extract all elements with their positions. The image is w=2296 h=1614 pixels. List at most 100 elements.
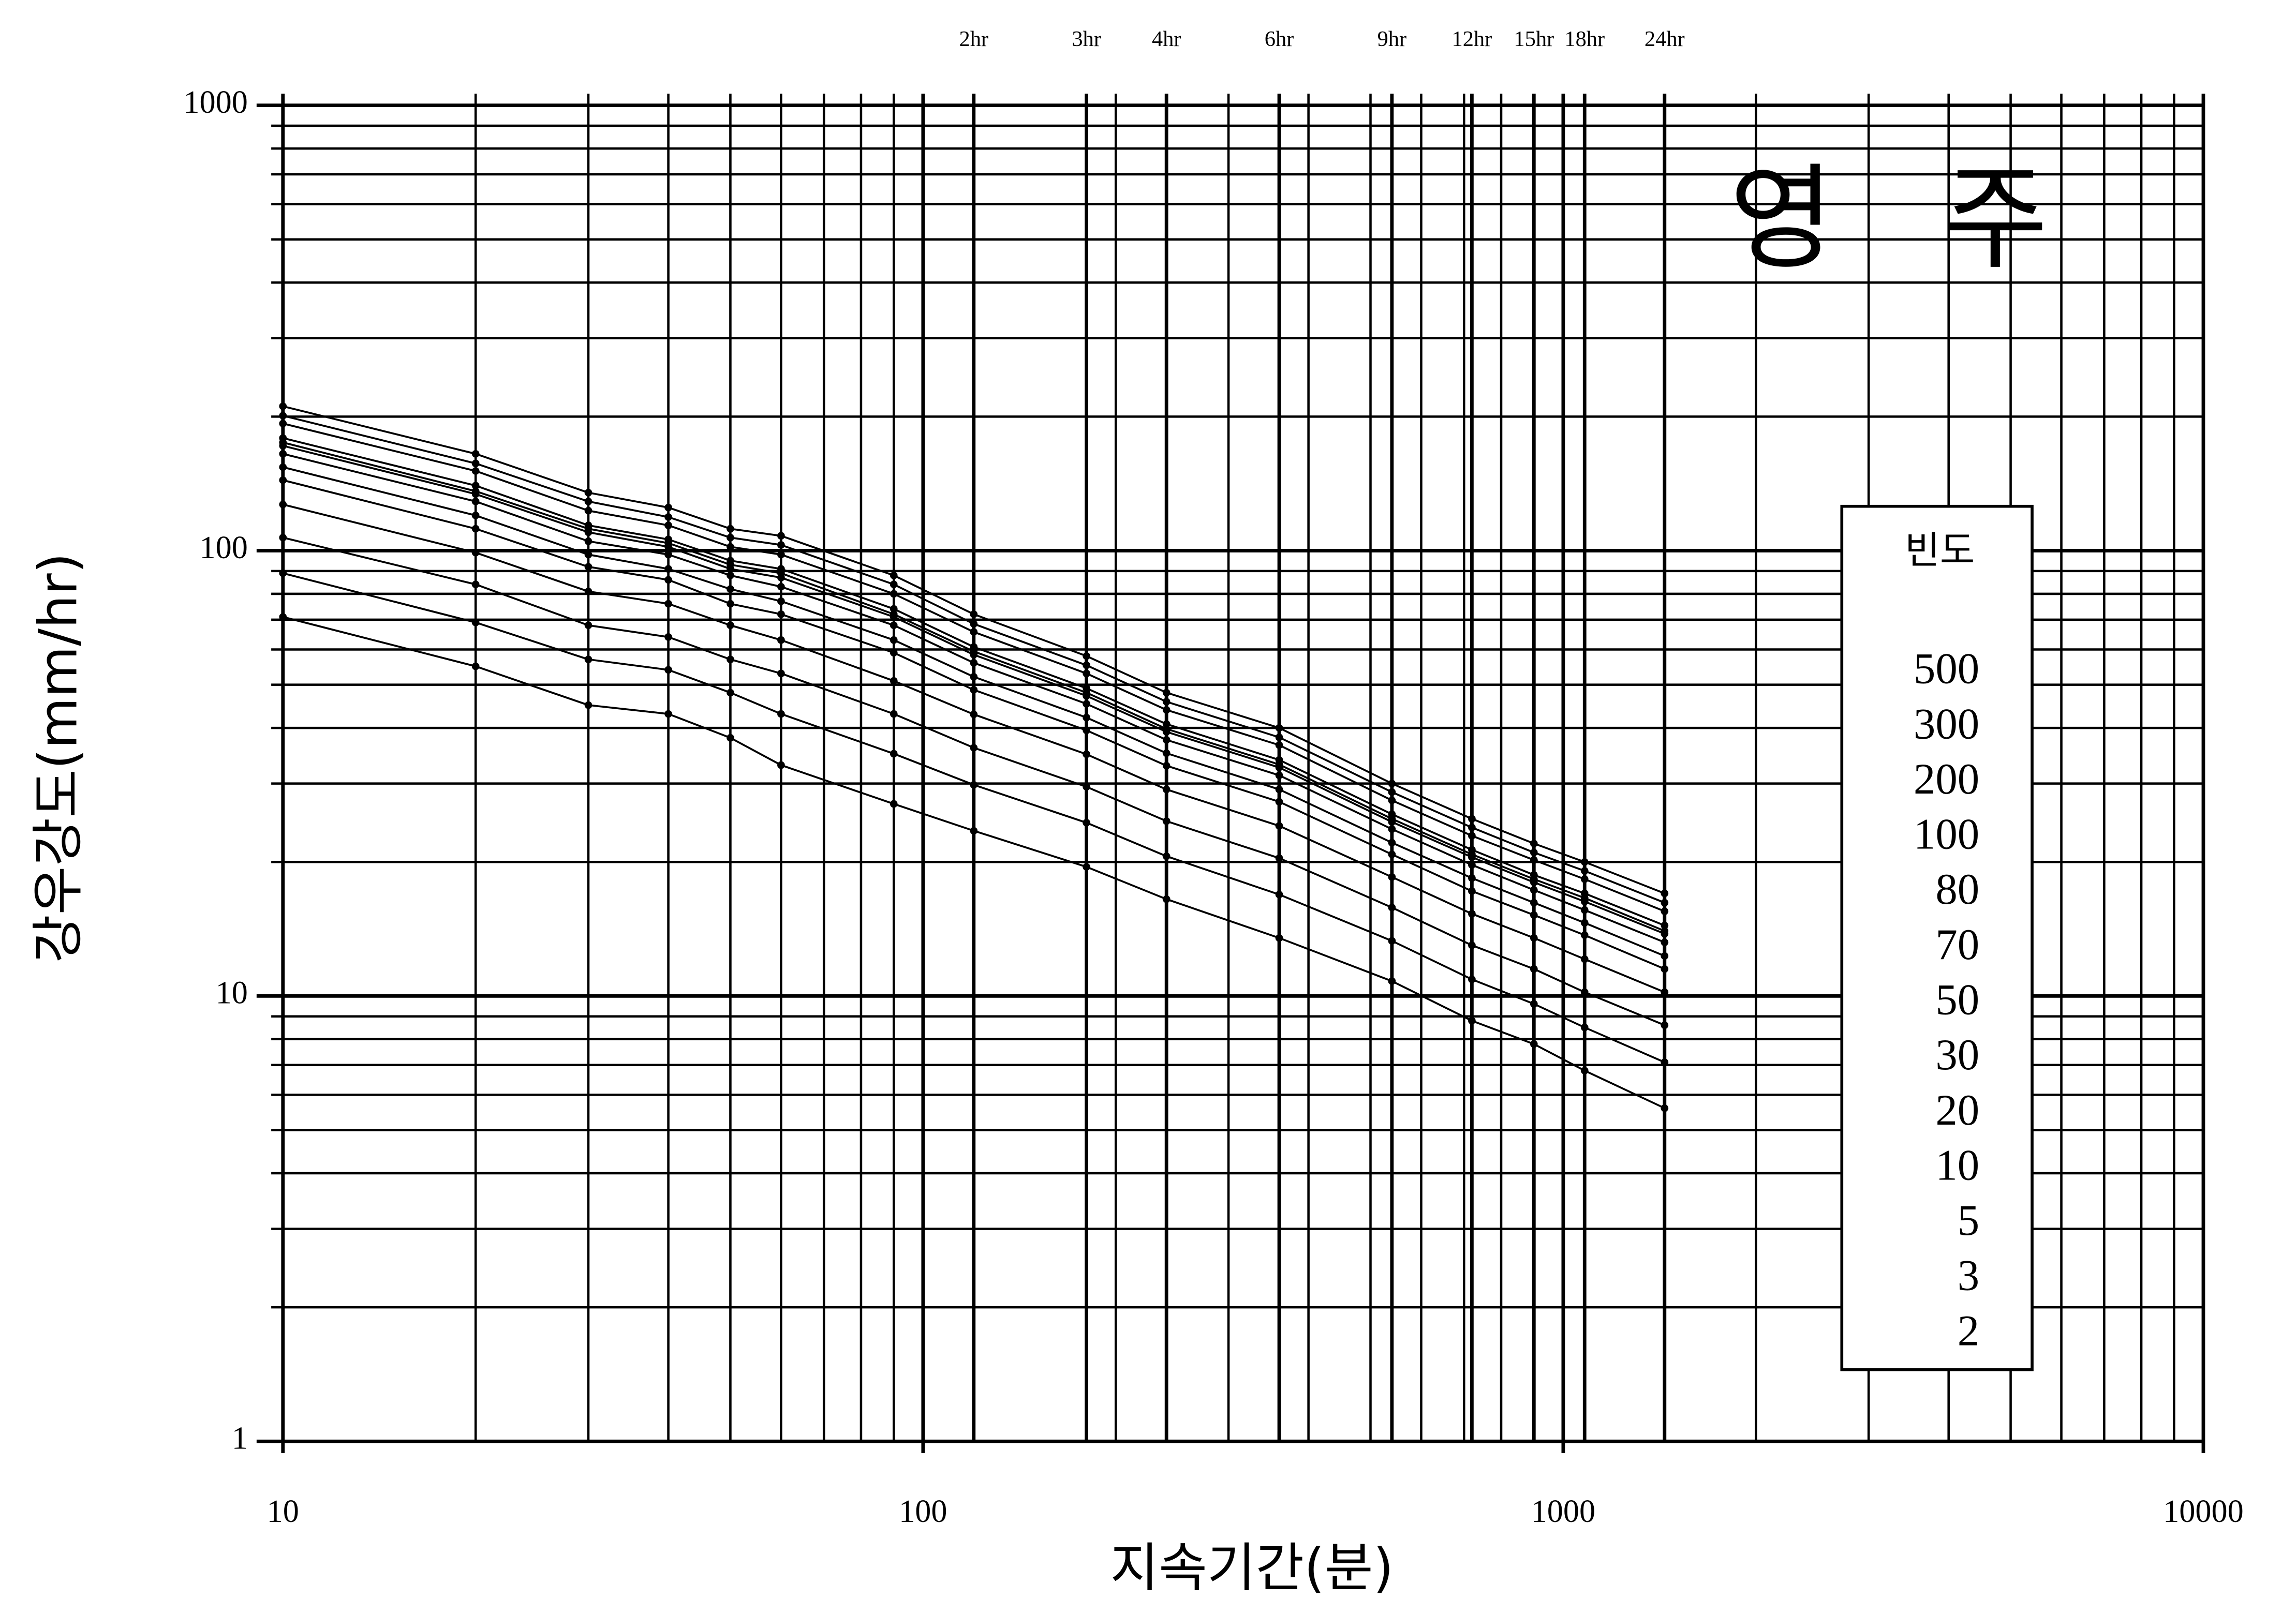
data-point [664,565,672,573]
data-point [664,666,672,674]
data-point [1388,839,1396,847]
data-point [970,620,978,628]
data-point [1388,903,1396,911]
data-point [1580,906,1589,914]
x2-tick-label: 3hr [1072,27,1101,51]
data-point [279,412,287,420]
legend-entry: 100 [1914,810,1979,859]
data-point [1162,852,1171,860]
x2-tick-label: 18hr [1564,27,1605,51]
data-point [279,569,287,577]
data-point [970,610,978,618]
series-line [283,444,1665,935]
data-point [727,734,734,742]
data-point [1661,930,1669,938]
data-point [1083,692,1090,700]
data-point [584,621,592,630]
data-point [727,689,734,697]
x-tick-label: 1000 [1531,1494,1595,1529]
data-point [1661,965,1669,973]
data-point [777,669,785,678]
data-point [1468,874,1476,882]
data-point [890,710,898,718]
data-point [584,506,592,515]
data-point [1468,1017,1476,1025]
data-point [1162,895,1171,903]
data-point [1530,899,1538,907]
data-point [1580,931,1589,939]
data-point [1083,652,1090,660]
legend-entry: 10 [1935,1141,1979,1189]
data-point [727,600,734,608]
x2-tick-label: 24hr [1645,27,1685,51]
data-point [970,827,978,835]
data-point [1275,733,1283,741]
series-line [283,503,1665,993]
data-point [1162,689,1171,697]
data-point [777,636,785,644]
data-point [1275,854,1283,862]
y-axis-label: 강우강도(mm/hr) [27,553,89,963]
data-point [1275,822,1283,830]
data-point [890,580,898,589]
x2-tick-label: 9hr [1377,27,1407,51]
data-point [1083,783,1090,791]
data-point [777,541,785,549]
data-point [970,659,978,667]
data-point [1530,856,1538,864]
data-point [727,655,734,664]
data-point [584,655,592,664]
data-point [890,621,898,630]
legend-box [1840,504,2034,1371]
data-point [890,605,898,613]
series-line [283,453,1665,944]
data-point [664,513,672,521]
x2-tick-label: 4hr [1152,27,1181,51]
data-point [890,800,898,808]
series-line [283,441,1665,932]
data-point [584,563,592,571]
data-point [584,587,592,595]
data-point [727,543,734,551]
data-point [279,420,287,428]
data-point [471,525,480,533]
data-point [1162,817,1171,825]
data-point [664,600,672,608]
data-point [1468,832,1476,840]
data-point [970,744,978,752]
data-point [727,525,734,533]
data-point [584,701,592,709]
data-point [1388,937,1396,945]
data-point [777,532,785,540]
data-point [777,610,785,618]
data-point [1661,889,1669,898]
y-tick-label: 100 [200,530,248,565]
data-point [1580,1067,1589,1074]
legend-entry: 80 [1935,865,1979,914]
data-point [970,781,978,789]
data-point [970,673,978,681]
legend-entry: 300 [1914,699,1979,748]
data-point [279,500,287,509]
data-point [890,649,898,657]
data-point [1083,661,1090,669]
data-point [1580,919,1589,927]
data-point [1275,764,1283,771]
data-point [1530,1040,1538,1048]
data-point [1388,780,1396,787]
data-point [1580,867,1589,875]
data-point [1661,938,1669,946]
x2-tick-label: 2hr [959,27,989,51]
data-point [1388,825,1396,833]
data-point [279,533,287,542]
data-point [471,662,480,670]
data-point [664,576,672,584]
data-point [1661,952,1669,960]
data-point [1661,1104,1669,1112]
data-point [1275,798,1283,806]
series-line [283,437,1665,926]
data-point [471,467,480,475]
data-point [1661,1058,1669,1066]
series-line [283,572,1665,1064]
